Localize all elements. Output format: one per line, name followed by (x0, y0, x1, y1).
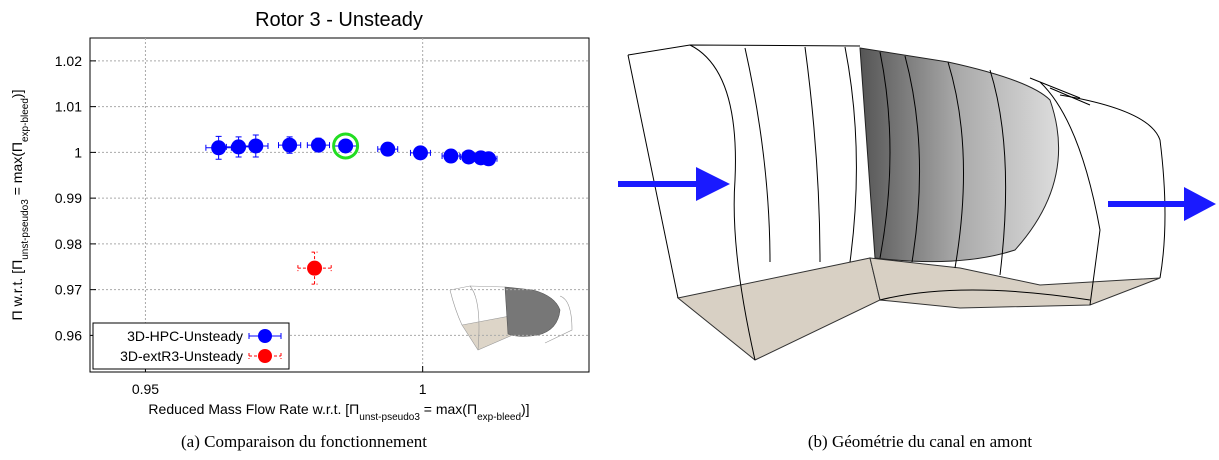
point (231, 139, 247, 155)
legend-symbol (258, 349, 272, 363)
y-tick-label: 1.01 (55, 99, 82, 115)
y-tick-label: 1 (74, 144, 82, 160)
highlight-ring (332, 132, 360, 160)
inset-thumbnail (449, 285, 573, 351)
x-tick-label: 1 (419, 381, 427, 397)
legend-box (92, 322, 290, 370)
y-tick-label: 0.97 (55, 282, 82, 298)
point (307, 260, 323, 276)
label-part: Reduced Mass Flow Rate w.r.t. [Π (148, 401, 359, 417)
legend-label: 3D-HPC-Unsteady (127, 328, 243, 344)
point (282, 137, 298, 153)
caption: (b) Géométrie du canal en amont (808, 432, 1032, 451)
point (338, 138, 354, 154)
legend-label: 3D-extR3-Unsteady (120, 348, 243, 364)
label-part: Π w.r.t. [Π (9, 260, 25, 321)
x-axis-label: Reduced Mass Flow Rate w.r.t. [Πunst-pse… (148, 401, 529, 423)
y-axis-label: Π w.r.t. [Πunst-pseudo3 = max(Πexp-bleed… (9, 90, 31, 321)
label-part: exp-bleed (20, 98, 31, 142)
point (380, 141, 396, 157)
x-tick-label: 0.95 (132, 381, 159, 397)
label-part: unst-pseudo3 (359, 412, 420, 423)
point (248, 138, 264, 154)
chart-title: Rotor 3 - Unsteady (255, 9, 423, 31)
point (481, 151, 497, 167)
point (443, 148, 459, 164)
label-part: = max(Π (9, 142, 25, 199)
y-tick-label: 0.98 (55, 236, 82, 252)
plot-frame (89, 37, 590, 373)
point (310, 137, 326, 153)
flow-arrows (618, 167, 1216, 221)
geometry-drawing (627, 44, 1166, 361)
label-part: exp-bleed (477, 412, 521, 423)
label-part: )] (521, 401, 530, 417)
y-tick-label: 0.99 (55, 190, 82, 206)
label-part: = max(Π (420, 401, 477, 417)
label-part: unst-pseudo3 (20, 199, 31, 260)
legend-symbol (258, 329, 272, 343)
point (211, 140, 227, 156)
y-tick-label: 1.02 (55, 53, 82, 69)
point (412, 145, 428, 161)
caption: (a) Comparaison du fonctionnement (181, 432, 427, 451)
label-part: )] (9, 90, 25, 99)
y-tick-label: 0.96 (55, 327, 82, 343)
